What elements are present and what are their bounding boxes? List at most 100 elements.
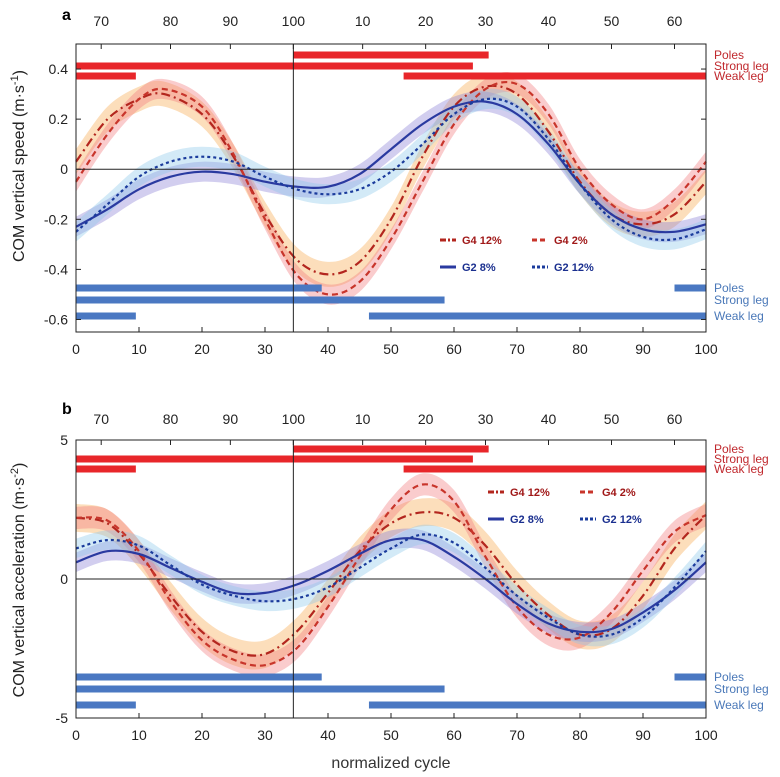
- y-tick-label: -0.2: [44, 211, 68, 227]
- panel-a-axes: 0.40.20-0.2-0.4-0.60 10 20 30 40 50 60 70 80 90 10…: [44, 13, 718, 357]
- x-tick-label: 0: [72, 727, 80, 743]
- top-tick-label: 80: [163, 411, 179, 427]
- x-tick-label: 60: [446, 341, 462, 357]
- bottom-bar-label: Strong leg: [714, 293, 769, 307]
- top-bar-label: Poles: [714, 48, 744, 62]
- series-line-3: [75, 97, 707, 242]
- y-tick-label: 0.4: [49, 61, 69, 77]
- bottom-bar-label: Strong leg: [714, 682, 769, 696]
- top-tick-label: 50: [604, 411, 620, 427]
- top-bar-label: Strong leg: [714, 59, 769, 73]
- bottom-bar-label: Weak leg: [714, 309, 764, 323]
- top-tick-label: 40: [541, 411, 557, 427]
- panel-a-bands: [76, 72, 706, 305]
- top-bar-weak-leg: [403, 465, 706, 473]
- top-bar-poles: [293, 445, 489, 453]
- panel-b-y-axis-label-end: ): [11, 463, 28, 468]
- x-tick-label: 70: [509, 341, 525, 357]
- panel-a-y-axis-label-end: ): [11, 70, 28, 75]
- x-tick-label: 30: [257, 727, 273, 743]
- top-bar-label: Strong leg: [714, 452, 769, 466]
- y-tick-label: -0.4: [44, 261, 68, 277]
- top-tick-label: 60: [667, 13, 683, 29]
- bottom-bar-poles: [76, 284, 322, 292]
- panel-a-y-axis-label: COM vertical speed (m·s-1): [9, 70, 28, 262]
- legend-label: G4 2%: [602, 487, 636, 499]
- top-tick-label: 30: [478, 411, 494, 427]
- x-tick-label: 80: [572, 341, 588, 357]
- top-bar-label: Poles: [714, 442, 744, 456]
- panel-a-y-axis-label-main: COM vertical speed (m·s: [11, 85, 28, 262]
- panel-a-y-axis-label-sup: -1: [9, 75, 21, 85]
- series-band-0: [76, 73, 706, 287]
- bottom-bar-label: Poles: [714, 281, 744, 295]
- x-tick-label: 50: [383, 727, 399, 743]
- top-tick-label: 90: [223, 411, 239, 427]
- top-tick-label: 100: [282, 13, 306, 29]
- top-tick-label: 60: [667, 411, 683, 427]
- bottom-bar-poles: [674, 284, 706, 292]
- x-tick-label: 80: [572, 727, 588, 743]
- bottom-bar-strong-leg: [76, 296, 445, 304]
- x-tick-label: 50: [383, 341, 399, 357]
- panel-a-letter: a: [62, 7, 71, 24]
- series-band-2: [76, 91, 706, 243]
- x-tick-label: 40: [320, 341, 336, 357]
- series-line-2: [75, 537, 707, 634]
- legend-label: G4 2%: [554, 235, 588, 247]
- panel-b-legend: G4 12% G4 2% G2 8% G2 12%: [488, 487, 642, 526]
- bottom-bar-poles: [76, 673, 322, 681]
- bottom-bar-label: Poles: [714, 670, 744, 684]
- top-tick-label: 100: [282, 411, 306, 427]
- bottom-bar-weak-leg: [76, 701, 136, 709]
- series-line-2: [75, 100, 707, 234]
- legend-label: G2 12%: [554, 262, 594, 274]
- panel-b-x-axis-label: normalized cycle: [331, 755, 450, 772]
- bottom-bar-label: Weak leg: [714, 698, 764, 712]
- top-tick-label: 20: [418, 13, 434, 29]
- legend-label: G2 12%: [602, 514, 642, 526]
- panel-a-lines: [75, 80, 707, 296]
- legend-label: G4 12%: [510, 487, 550, 499]
- top-tick-label: 90: [223, 13, 239, 29]
- x-tick-label: 20: [194, 341, 210, 357]
- bottom-bar-strong-leg: [76, 685, 445, 693]
- x-tick-label: 0: [72, 341, 80, 357]
- x-tick-label: 90: [635, 727, 651, 743]
- top-bar-strong-leg: [76, 62, 473, 70]
- panel-b-bands: [76, 473, 706, 677]
- legend-label: G2 8%: [510, 514, 544, 526]
- series-band-1: [76, 473, 706, 677]
- series-band-0: [76, 498, 706, 670]
- panel-b-y-axis-label-main: COM vertical acceleration (m·s: [11, 478, 28, 698]
- y-tick-label: 5: [60, 432, 68, 448]
- x-tick-label: 30: [257, 341, 273, 357]
- legend-label: G2 8%: [462, 262, 496, 274]
- top-bar-weak-leg: [76, 72, 136, 80]
- x-tick-label: 100: [694, 727, 718, 743]
- series-line-0: [75, 510, 707, 657]
- panel-b-letter: b: [62, 401, 72, 418]
- top-tick-label: 10: [355, 13, 371, 29]
- series-band-1: [76, 72, 706, 305]
- legend-label: G4 12%: [462, 235, 502, 247]
- top-bar-strong-leg: [76, 455, 473, 463]
- top-bar-weak-leg: [403, 72, 706, 80]
- series-line-1: [75, 483, 707, 667]
- top-bar-weak-leg: [76, 465, 136, 473]
- panel-a-legend: G4 12% G4 2% G2 8% G2 12%: [440, 235, 594, 274]
- x-tick-label: 90: [635, 341, 651, 357]
- x-tick-label: 20: [194, 727, 210, 743]
- y-tick-label: -5: [56, 710, 69, 726]
- series-line-3: [75, 533, 707, 638]
- y-tick-label: 0: [60, 571, 68, 587]
- bottom-bar-weak-leg: [76, 312, 136, 320]
- bottom-bar-weak-leg: [368, 701, 706, 709]
- top-bar-poles: [293, 51, 489, 59]
- top-bar-label: Weak leg: [714, 462, 764, 476]
